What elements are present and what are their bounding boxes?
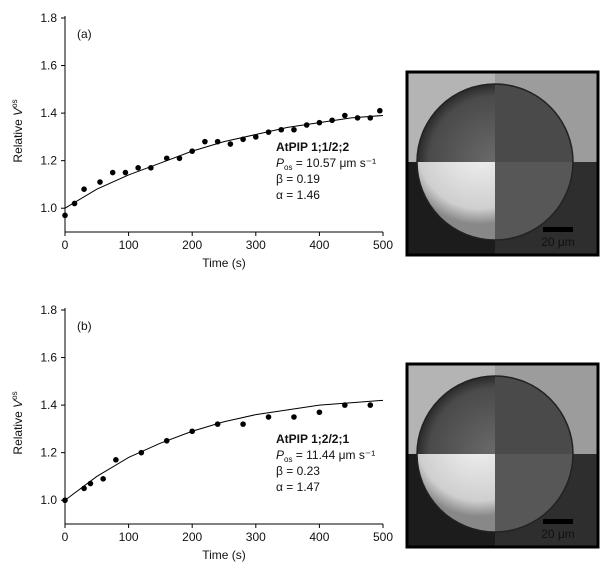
y-tick-label: 1.8 — [40, 11, 57, 25]
fit-line — [64, 399, 384, 501]
x-tick-label: 0 — [62, 530, 69, 544]
data-point — [122, 169, 129, 176]
y-label-sup: os — [10, 99, 19, 107]
data-point — [81, 186, 87, 192]
micrograph: 20 μm — [405, 70, 600, 257]
data-point — [135, 165, 141, 171]
annotation-title: AtPIP 1;1/2;2 — [276, 140, 349, 154]
micrograph: 20 μm — [405, 362, 600, 549]
x-axis-label: Time (s) — [202, 548, 246, 562]
data-point — [227, 141, 234, 147]
y-tick-label: 1.6 — [40, 59, 57, 73]
data-point — [253, 134, 259, 140]
y-tick-label: 1.8 — [40, 303, 57, 317]
data-point — [291, 126, 297, 133]
fit-line — [64, 114, 384, 209]
frame — [405, 362, 600, 549]
frame — [405, 70, 600, 257]
data-point — [377, 107, 383, 114]
annotation-title: AtPIP 1;2/2;1 — [276, 432, 349, 446]
annotation-line: β = 0.19 — [276, 172, 320, 186]
data-point — [100, 476, 106, 482]
x-tick-label: 300 — [246, 238, 266, 252]
micrograph-quadrant — [407, 454, 495, 547]
x-tick-label: 100 — [119, 530, 139, 544]
y-label-text: Relative — [11, 408, 25, 455]
data-point — [113, 457, 119, 463]
panel-label: (a) — [77, 27, 92, 41]
y-label-sup: os — [10, 391, 19, 399]
micrograph-quadrant — [407, 364, 495, 454]
y-label-symbol: V — [11, 107, 25, 116]
data-point — [62, 212, 68, 219]
data-point — [291, 414, 297, 420]
x-tick-label: 500 — [373, 238, 393, 252]
annotation-line: α = 1.47 — [276, 480, 320, 494]
cell — [495, 162, 574, 241]
panel-label: (b) — [77, 319, 92, 333]
y-tick-label: 1.4 — [40, 106, 57, 120]
cell — [416, 83, 495, 162]
scale-bar — [543, 227, 573, 232]
cell — [495, 375, 574, 454]
annotation-sub: os — [284, 455, 292, 464]
data-point — [342, 112, 348, 119]
micrograph-quadrant — [407, 162, 495, 255]
annotation-symbol: P — [276, 156, 284, 170]
y-tick-label: 1.0 — [40, 201, 57, 215]
data-point — [367, 402, 374, 408]
micrograph-quadrant — [495, 162, 598, 255]
scale-bar — [543, 519, 573, 524]
annotation-line: α = 1.46 — [276, 188, 320, 202]
cell — [416, 375, 495, 454]
micrograph-quadrant — [495, 364, 598, 454]
x-tick-label: 100 — [119, 238, 139, 252]
data-point — [316, 409, 323, 416]
annotation-line: Pos = 10.57 μm s⁻¹ — [276, 156, 376, 172]
y-label-text: Relative — [11, 116, 25, 163]
micrograph-quadrant — [407, 72, 495, 162]
y-label-symbol: V — [11, 399, 25, 408]
data-point — [240, 421, 246, 427]
y-axis-label: Relative Vos — [10, 391, 25, 454]
data-point — [202, 138, 208, 145]
x-tick-label: 0 — [62, 238, 69, 252]
cell — [495, 83, 574, 162]
annotation-line: β = 0.23 — [276, 464, 320, 478]
panel: 1.0 1.2 1.4 1.6 1.8 0 100 200 300 400 500 Time (s) R… — [10, 303, 393, 562]
scale-bar-label: 20 μm — [541, 527, 575, 541]
x-tick-label: 400 — [309, 238, 329, 252]
y-tick-label: 1.6 — [40, 351, 57, 365]
y-tick-label: 1.0 — [40, 493, 57, 507]
data-point — [265, 414, 272, 420]
annotation-line: Pos = 11.44 μm s⁻¹ — [276, 448, 375, 464]
cell — [416, 162, 495, 241]
cell — [495, 454, 574, 533]
y-tick-label: 1.2 — [40, 154, 57, 168]
cell — [416, 454, 495, 533]
panel: 1.0 1.2 1.4 1.6 1.8 0 100 200 300 400 500 Time (s) R… — [10, 11, 393, 270]
data-point — [109, 169, 116, 176]
annotation-symbol: P — [276, 448, 284, 462]
y-tick-label: 1.4 — [40, 398, 57, 412]
micrograph-quadrant — [495, 72, 598, 162]
x-tick-label: 400 — [309, 530, 329, 544]
x-tick-label: 200 — [182, 530, 202, 544]
x-tick-label: 500 — [373, 530, 393, 544]
micrograph-quadrant — [495, 454, 598, 547]
scale-bar-label: 20 μm — [541, 235, 575, 249]
annotation-sub: os — [284, 163, 292, 172]
x-axis-label: Time (s) — [202, 256, 246, 270]
data-point — [97, 179, 103, 185]
x-tick-label: 200 — [182, 238, 202, 252]
annotation-text: = 10.57 μm s⁻¹ — [292, 156, 376, 170]
y-axis-label: Relative Vos — [10, 99, 25, 162]
y-tick-label: 1.2 — [40, 446, 57, 460]
annotation-text: = 11.44 μm s⁻¹ — [292, 448, 375, 462]
x-tick-label: 300 — [246, 530, 266, 544]
